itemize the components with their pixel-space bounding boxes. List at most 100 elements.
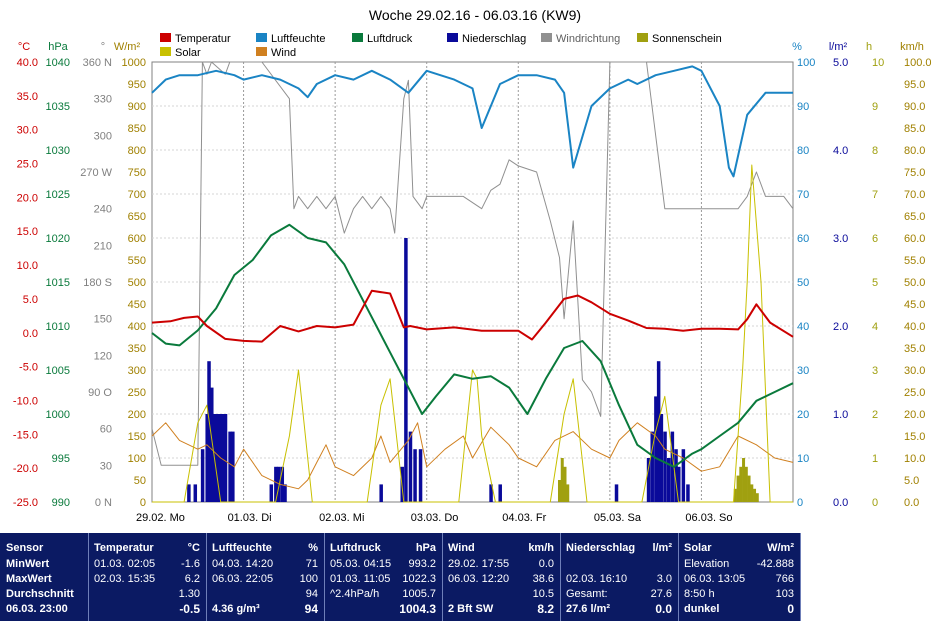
rain-bar [228, 431, 232, 502]
stat-value: 0.0 [655, 602, 672, 616]
stat-value: 993.2 [408, 558, 436, 570]
axis-tick-temp: -15.0 [13, 429, 38, 441]
sunshine-bar [557, 480, 561, 502]
stat-value: 6.2 [184, 573, 200, 585]
axis-tick-hum: 0 [797, 497, 803, 509]
rain-bar [276, 466, 281, 502]
rain-bar [205, 414, 209, 502]
axis-tick-solar: 200 [128, 409, 146, 421]
axis-tick-dir: 240 [94, 204, 112, 216]
sensor-row: 06.03. 23:00 [0, 602, 88, 617]
stat-row: 02.03. 16:10 3.0 [560, 572, 678, 587]
axis-tick-dir: 270 W [80, 167, 112, 179]
axis-tick-rain: 4.0 [833, 145, 848, 157]
stat-value: 38.6 [532, 573, 554, 585]
legend-swatch [160, 47, 171, 56]
axis-tick-press: 1015 [46, 277, 70, 289]
stat-time: 04.03. 14:20 [212, 558, 274, 570]
sunshine-bar [736, 475, 740, 502]
stat-value: 103 [775, 588, 794, 600]
axis-tick-dir: 30 [100, 460, 112, 472]
axis-tick-solar: 950 [128, 79, 146, 91]
stat-header-row: Luftfeuchte% [206, 541, 324, 556]
stat-unit: W/m² [767, 542, 794, 554]
rain-bar [200, 449, 205, 502]
axis-tick-wind: 20.0 [904, 409, 925, 421]
stat-column-luftdruck: Luftdruck hPa 05.03. 04:15 993.2 01.03. 11:0… [324, 533, 443, 621]
sunshine-bar [733, 488, 737, 502]
sunshine-bar [742, 458, 746, 502]
stat-row: Elevation -42.888 [678, 557, 800, 572]
axis-tick-temp: 30.0 [17, 125, 38, 137]
rain-bar [666, 458, 671, 502]
stat-column-wind: Wind km/h 29.02. 17:55 0.0 06.03. 12:20 38.6 1… [442, 533, 561, 621]
sensor-row-label: Durchschnitt [6, 588, 74, 600]
x-day-label: 29.02. Mo [136, 512, 185, 524]
legend-swatch [352, 33, 363, 42]
axis-tick-dir: 360 N [83, 57, 112, 69]
stat-row: 05.03. 04:15 993.2 [324, 557, 442, 572]
stat-value: 94 [305, 588, 318, 600]
legend-label: Niederschlag [462, 33, 526, 45]
stat-value: 1005.7 [402, 588, 436, 600]
stat-column-luftfeuchte: Luftfeuchte% 04.03. 14:20 71 06.03. 22:05 10… [206, 533, 325, 621]
legend-swatch [637, 33, 648, 42]
chart-title: Woche 29.02.16 - 06.03.16 (KW9) [369, 7, 581, 23]
axis-tick-temp: 35.0 [17, 91, 38, 103]
axis-tick-wind: 5.0 [904, 475, 919, 487]
rain-bar [413, 449, 417, 502]
axis-tick-hum: 10 [797, 453, 809, 465]
sunshine-bar [747, 475, 751, 502]
axis-tick-temp: 0.0 [23, 328, 38, 340]
axis-tick-solar: 100 [128, 453, 146, 465]
axis-tick-sun: 9 [872, 101, 878, 113]
legend-swatch [447, 33, 458, 42]
axis-tick-solar: 350 [128, 343, 146, 355]
stat-column-solar: Solar W/m² Elevation -42.888 06.03. 13:05 766… [678, 533, 801, 621]
axis-unit-rain: l/m² [829, 41, 848, 53]
sunshine-bar [753, 488, 757, 502]
axis-tick-sun: 4 [872, 321, 878, 333]
stat-column-niederschlag: Niederschlag l/m² 02.03. 16:10 3.0 Gesamt: 27… [560, 533, 679, 621]
axis-tick-hum: 60 [797, 233, 809, 245]
stat-header: Niederschlag [566, 542, 636, 554]
stat-row: ^2.4hPa/h 1005.7 [324, 587, 442, 602]
stat-unit: °C [187, 542, 200, 554]
axis-tick-hum: 20 [797, 409, 809, 421]
stat-time: 01.03. 02:05 [94, 558, 156, 570]
stat-row: 4.36 g/m³ 94 [206, 602, 324, 617]
legend-label: Wind [271, 47, 296, 59]
axis-tick-hum: 40 [797, 321, 809, 333]
sensor-row-label: 06.03. 23:00 [6, 603, 68, 615]
stat-value: 1004.3 [399, 602, 436, 616]
series-line-solar [152, 164, 793, 503]
sensor-header: Sensor [6, 542, 44, 554]
stat-unit: l/m² [652, 542, 672, 554]
axis-tick-solar: 150 [128, 431, 146, 443]
stat-header: Luftfeuchte [212, 542, 272, 554]
axis-tick-solar: 850 [128, 123, 146, 135]
rain-bar [489, 484, 493, 502]
stat-time: 06.03. 22:05 [212, 573, 274, 585]
axis-tick-press: 995 [52, 453, 70, 465]
stat-row: 1.30 [88, 587, 206, 602]
stat-value: 94 [304, 602, 318, 616]
axis-tick-hum: 30 [797, 365, 809, 377]
axis-tick-solar: 300 [128, 365, 146, 377]
rain-bar [614, 484, 619, 502]
rain-bar [379, 484, 383, 502]
rain-bar [404, 238, 408, 502]
axis-tick-wind: 90.0 [904, 101, 925, 113]
x-day-label: 06.03. So [685, 512, 732, 524]
stat-time: 27.6 l/m² [566, 603, 611, 615]
axis-tick-press: 1040 [46, 57, 70, 69]
axis-unit-press: hPa [48, 41, 68, 53]
axis-tick-dir: 90 O [88, 387, 112, 399]
series-line-wind [151, 422, 794, 490]
stat-value: 27.6 [650, 588, 672, 600]
sensor-row-label: MaxWert [6, 573, 52, 585]
axis-unit-sun: h [866, 41, 872, 53]
axis-tick-rain: 1.0 [833, 409, 848, 421]
legend-swatch [256, 47, 267, 56]
rain-bar [187, 484, 191, 502]
